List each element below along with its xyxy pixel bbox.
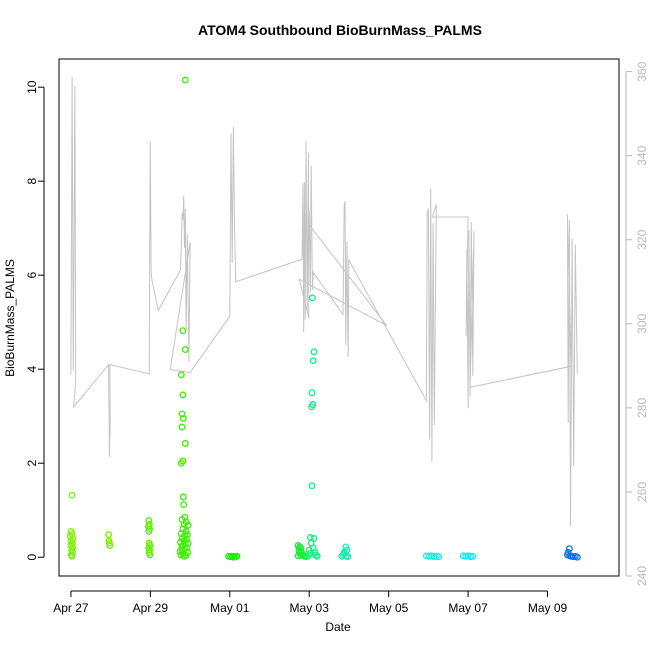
data-point — [310, 348, 318, 356]
data-point — [435, 553, 443, 561]
flight-track-series — [70, 76, 578, 527]
data-point — [573, 553, 581, 561]
y2-tick-label: 260 — [635, 482, 649, 502]
y2-tick-label: 360 — [635, 61, 649, 81]
x-tick-label: May 01 — [210, 601, 250, 615]
flight-track-line — [70, 76, 578, 527]
x-axis: Apr 27 Apr 29 May 01 May 03 May 05 May 07 May … — [53, 590, 568, 615]
y2-tick-label: 300 — [635, 313, 649, 333]
secondary-y-axis: 240 260 280 300 320 340 360 — [625, 61, 649, 586]
data-point — [308, 294, 316, 302]
y2-tick-label: 240 — [635, 566, 649, 586]
y-tick-label: 6 — [25, 272, 39, 279]
data-point — [179, 391, 187, 399]
data-point — [469, 552, 477, 560]
y-tick-label: 8 — [25, 178, 39, 185]
data-point — [179, 457, 187, 465]
x-tick-label: Apr 27 — [53, 601, 89, 615]
data-point — [179, 493, 187, 501]
x-tick-label: Apr 29 — [133, 601, 169, 615]
data-point — [177, 371, 185, 379]
data-point — [179, 415, 187, 422]
y-tick-label: 2 — [25, 460, 39, 467]
data-point — [308, 482, 316, 490]
data-point — [308, 389, 316, 397]
data-point — [105, 531, 113, 539]
data-point — [312, 551, 320, 559]
data-point — [178, 410, 186, 418]
data-point — [181, 440, 189, 447]
data-point — [180, 501, 188, 509]
y-tick-label: 10 — [25, 80, 39, 94]
y2-tick-label: 320 — [635, 229, 649, 249]
data-point — [308, 403, 316, 411]
data-point — [565, 545, 573, 553]
data-point — [344, 553, 352, 561]
y-tick-label: 4 — [25, 366, 39, 373]
data-point — [233, 552, 241, 560]
data-point — [179, 327, 187, 335]
data-point — [68, 552, 76, 560]
data-point — [106, 542, 114, 549]
data-point — [304, 552, 312, 560]
y-axis-label: BioBurnMass_PALMS — [3, 259, 17, 377]
data-point — [180, 552, 188, 560]
data-point — [178, 423, 186, 431]
data-point — [180, 520, 188, 528]
bioburnmass-points — [66, 76, 581, 561]
y2-tick-label: 280 — [635, 398, 649, 418]
data-point — [146, 551, 154, 559]
data-point — [184, 521, 192, 529]
x-tick-label: May 09 — [528, 601, 568, 615]
y-tick-label: 0 — [25, 554, 39, 561]
x-tick-label: May 07 — [448, 601, 488, 615]
y-axis: 0 2 4 6 8 10 — [25, 80, 45, 561]
data-point — [294, 552, 302, 560]
x-tick-label: May 03 — [290, 601, 330, 615]
x-axis-label: Date — [325, 620, 351, 634]
x-tick-label: May 05 — [369, 601, 409, 615]
plot-frame — [58, 58, 620, 577]
y2-tick-label: 340 — [635, 145, 649, 165]
chart-title: ATOM4 Southbound BioBurnMass_PALMS — [198, 22, 482, 38]
data-point — [145, 527, 153, 535]
data-point — [313, 552, 321, 560]
data-point — [68, 491, 76, 499]
data-point — [181, 76, 189, 84]
data-point — [181, 346, 189, 353]
data-point — [309, 357, 317, 365]
